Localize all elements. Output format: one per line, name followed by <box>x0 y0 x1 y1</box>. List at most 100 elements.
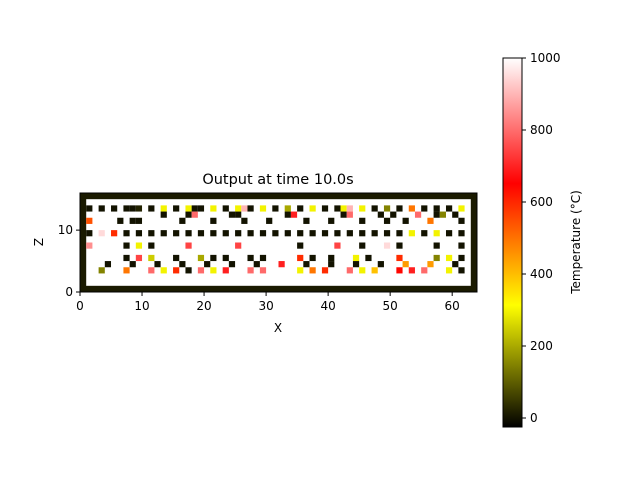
heatmap-cell <box>309 230 316 237</box>
heatmap-cell <box>210 267 217 274</box>
heatmap-cell <box>259 205 267 212</box>
heatmap-cell <box>396 242 403 249</box>
x-axis: 0 10 20 30 40 50 60 <box>76 292 460 313</box>
heatmap-cell <box>129 261 136 268</box>
heatmap-cell <box>222 230 229 237</box>
heatmap-cell <box>297 242 304 249</box>
heatmap-cell <box>346 230 353 237</box>
heatmap-cell <box>135 230 143 237</box>
heatmap-cell <box>414 211 422 218</box>
heatmap-cell <box>210 254 217 262</box>
heatmap-cell <box>117 217 124 224</box>
heatmap-cell <box>235 211 242 218</box>
heatmap-cell <box>104 261 112 268</box>
colorbar-tick-label: 200 <box>530 339 553 353</box>
heatmap-cell <box>402 261 409 268</box>
heatmap-cell <box>129 217 136 224</box>
heatmap-cell <box>408 230 415 237</box>
heatmap-cell <box>210 230 217 237</box>
heatmap-cell <box>179 261 186 268</box>
heatmap-cell <box>433 211 440 218</box>
heatmap-cell <box>328 261 335 268</box>
colorbar-tick-label: 0 <box>530 411 538 425</box>
heatmap-cell <box>346 211 353 218</box>
heatmap-cell <box>346 267 353 274</box>
heatmap-cell <box>98 230 105 237</box>
heatmap-cell <box>235 230 242 237</box>
heatmap-cell <box>86 230 93 237</box>
x-tick-label: 40 <box>320 299 335 313</box>
heatmap-cell <box>129 205 136 212</box>
heatmap-cell <box>222 267 229 274</box>
heatmap-cell <box>191 211 198 218</box>
heatmap-cell <box>427 261 434 268</box>
heatmap-cell <box>173 267 180 274</box>
heatmap-cell <box>334 242 341 249</box>
heatmap-cell <box>160 211 167 218</box>
heatmap-cell <box>346 205 353 212</box>
heatmap-cell <box>321 267 329 274</box>
heatmap-cell <box>340 205 347 212</box>
heatmap-cell <box>328 217 335 224</box>
heatmap-cell <box>259 230 267 237</box>
heatmap-cell <box>427 217 434 224</box>
heatmap-cell <box>266 217 273 224</box>
heatmap-cell <box>309 205 316 212</box>
heatmap-cell <box>185 211 192 218</box>
heatmap-cell <box>210 217 217 224</box>
heatmap-cell <box>185 230 192 237</box>
heatmap-cell <box>204 261 211 268</box>
heatmap-cell <box>179 217 186 224</box>
heatmap-cell <box>173 230 180 237</box>
heatmap-cell <box>433 205 440 212</box>
colorbar-tick-label: 600 <box>530 195 553 209</box>
x-tick-label: 50 <box>383 299 398 313</box>
heatmap-cell <box>160 205 167 212</box>
heatmap-cell <box>297 267 304 274</box>
heatmap-cell <box>173 254 180 262</box>
heatmap-cell <box>135 242 143 249</box>
heatmap-cell <box>421 205 428 212</box>
heatmap-cell <box>445 230 453 237</box>
heatmap-cell <box>408 267 415 274</box>
heatmap-cell <box>359 230 366 237</box>
heatmap-cell <box>210 205 217 212</box>
heatmap-cell <box>458 205 465 212</box>
heatmap-cell <box>359 267 366 274</box>
heatmap-cell <box>241 205 248 212</box>
heatmap-cell <box>452 261 459 268</box>
heatmap-cell <box>284 205 291 212</box>
heatmap-cell <box>197 230 205 237</box>
heatmap-cell <box>185 242 192 249</box>
heatmap-cell <box>402 217 409 224</box>
heatmap-cell <box>309 254 316 262</box>
heatmap-cell <box>303 217 310 224</box>
heatmap-cell <box>334 230 341 237</box>
heatmap-cell <box>396 230 403 237</box>
heatmap-cell <box>278 261 285 268</box>
heatmap-cell <box>297 230 304 237</box>
heatmap-cell <box>259 267 267 274</box>
heatmap-plot-area <box>80 193 477 292</box>
heatmap-cell <box>321 230 329 237</box>
x-tick-label: 20 <box>196 299 211 313</box>
y-tick-label: 10 <box>58 223 73 237</box>
colorbar-axis: 0 200 400 600 800 1000 <box>522 51 561 425</box>
heatmap-cell <box>272 230 279 237</box>
heatmap-cell <box>222 254 229 262</box>
heatmap-cell <box>123 254 130 262</box>
heatmap-cell <box>284 230 291 237</box>
heatmap-cell <box>148 205 155 212</box>
heatmap-cell <box>228 261 236 268</box>
heatmap-cell <box>445 254 453 262</box>
heatmap-cell <box>458 242 465 249</box>
heatmap-cell <box>284 211 291 218</box>
heatmap-cell <box>445 267 453 274</box>
heatmap-cell <box>303 261 310 268</box>
heatmap-cell <box>253 261 260 268</box>
heatmap-cell <box>86 205 93 212</box>
heatmap-cell <box>458 230 465 237</box>
heatmap-cell <box>421 267 428 274</box>
heatmap-cell <box>247 267 254 274</box>
heatmap-cell <box>290 211 298 218</box>
